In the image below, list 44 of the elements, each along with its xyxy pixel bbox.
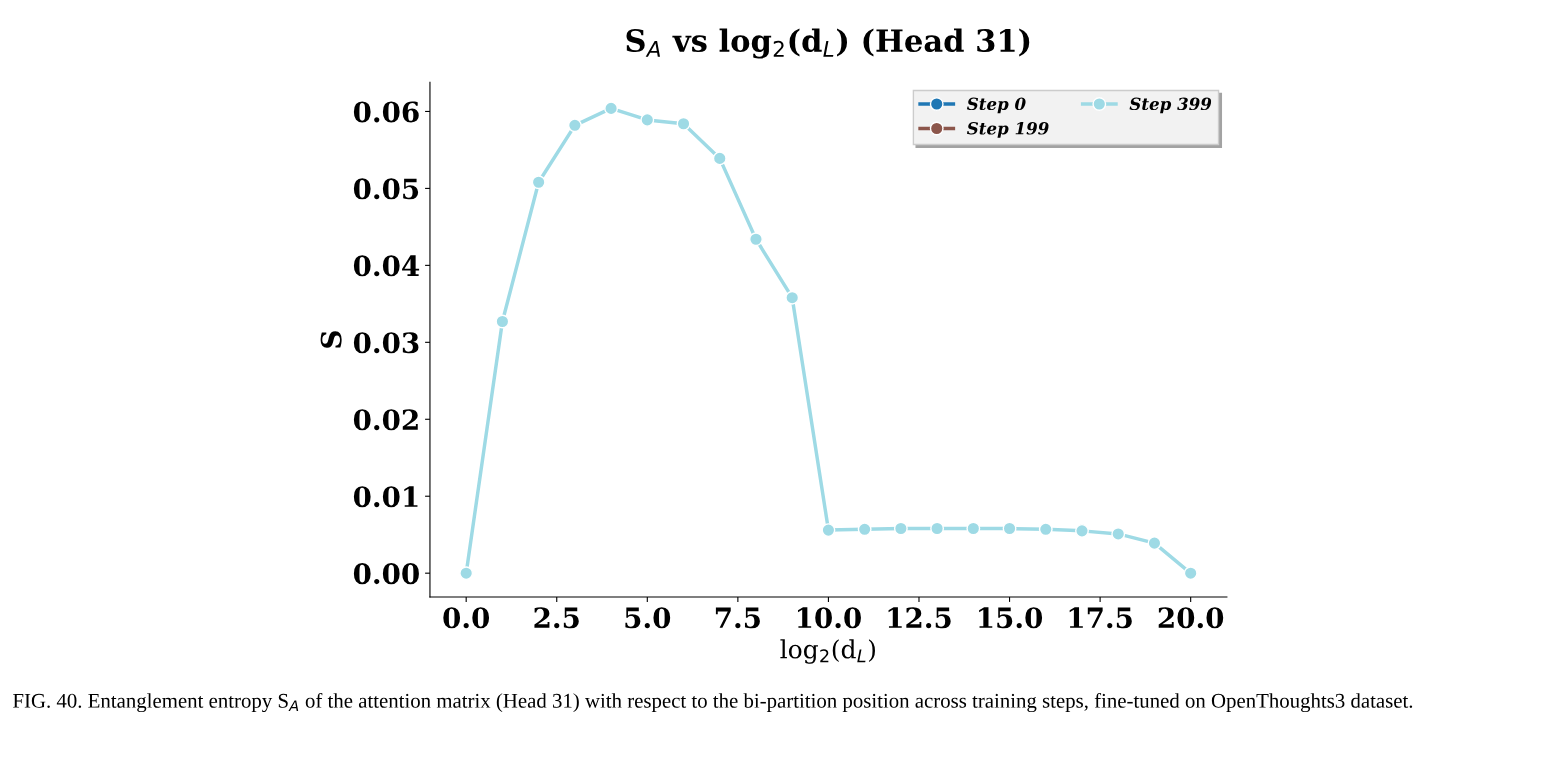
legend-label: Step 399	[1129, 97, 1212, 114]
x-tick-label: 15.0	[979, 607, 1043, 629]
y-tick-label: 0.06	[353, 101, 419, 123]
legend-label: Step 0	[966, 97, 1026, 114]
x-tick-label: 10.0	[797, 607, 861, 629]
y-tick-label: 0.02	[353, 409, 418, 431]
point	[821, 523, 836, 538]
point	[531, 175, 546, 190]
point	[459, 566, 474, 581]
x-tick-label: 7.5	[715, 607, 760, 629]
x-tick-label: 20.0	[1158, 607, 1224, 629]
point	[640, 112, 655, 127]
point	[676, 116, 691, 131]
point	[712, 151, 727, 166]
y-tick-label: 0.03	[353, 332, 419, 354]
y-tick-label: 0.01	[353, 486, 418, 508]
y-tick-label: 0.05	[353, 178, 419, 200]
x-tick-label: 12.5	[888, 607, 951, 629]
point	[567, 118, 582, 133]
point	[1183, 566, 1198, 581]
point	[930, 521, 945, 536]
chart-title: S$_{A}$ vs log$_{2}$(d$_{L}$) (Head 31)	[626, 28, 1030, 59]
point	[893, 521, 908, 536]
point	[604, 101, 619, 116]
x-tick-label: 0.0	[443, 607, 490, 629]
legend-label: Step 199	[966, 121, 1049, 138]
x-tick-label: 2.5	[534, 607, 579, 629]
point	[1147, 536, 1162, 551]
y-tick-label: 0.04	[353, 255, 420, 277]
point	[1111, 526, 1126, 541]
x-tick-label: 5.0	[625, 607, 671, 629]
point	[966, 521, 981, 536]
y-axis-title: S	[320, 331, 342, 348]
x-axis-title: log$_{2}$(d$_{L}$)	[780, 639, 875, 664]
point	[785, 290, 800, 305]
point	[495, 314, 510, 329]
point	[749, 232, 763, 247]
point	[1038, 522, 1053, 537]
caption: FIG. 40. Entanglement entropy S$_{A}$ of the attention matrix (Head 31) with respect to the bi-partition position across training steps, fine-tuned on OpenThoughts3 dataset.	[13, 692, 1413, 713]
point	[857, 522, 872, 537]
x-tick-label: 17.5	[1069, 607, 1132, 629]
point	[1002, 521, 1017, 536]
point	[1075, 523, 1089, 538]
y-tick-label: 0.00	[353, 563, 419, 585]
